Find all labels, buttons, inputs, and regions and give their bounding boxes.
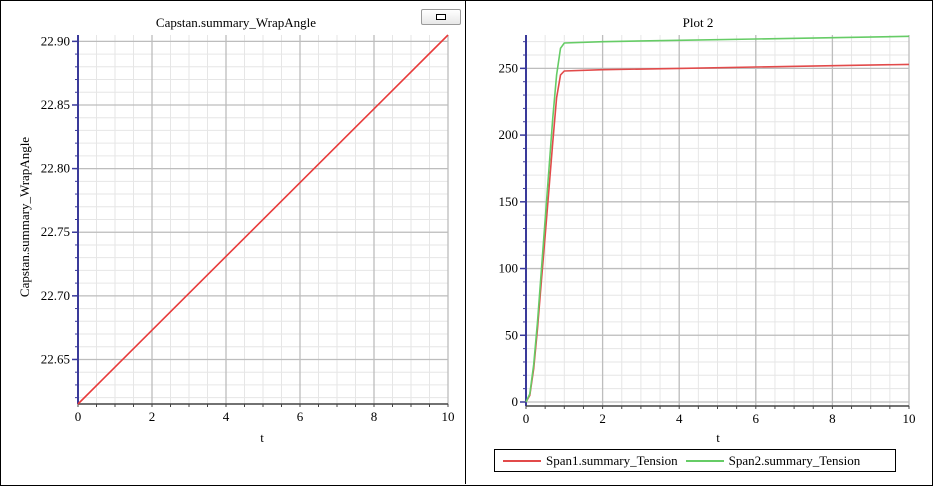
y-tick-label: 50 (505, 327, 518, 342)
y-tick-label: 200 (499, 127, 519, 142)
x-axis-label: t (260, 430, 264, 445)
legend-label-span2: Span2.summary_Tension (728, 452, 861, 468)
legend-swatch-span1 (503, 459, 541, 462)
y-tick-label: 22.70 (41, 288, 70, 303)
y-tick-label: 22.65 (41, 351, 70, 366)
y-axis-label: Capstan.summary_WrapAngle (17, 137, 32, 297)
y-tick-label: 22.75 (41, 224, 70, 239)
legend-label-span1: Span1.summary_Tension (546, 452, 678, 468)
legend: Span1.summary_Tension Span2.summary_Tens… (494, 449, 896, 472)
legend-item-span1: Span1.summary_Tension (503, 453, 678, 469)
x-tick-label: 4 (223, 409, 230, 424)
series-line-2 (525, 35, 910, 403)
x-tick-label: 2 (599, 411, 606, 426)
x-tick-label: 6 (753, 411, 760, 426)
y-tick-label: 22.90 (41, 33, 70, 48)
y-tick-label: 0 (512, 394, 519, 409)
x-tick-label: 6 (297, 409, 304, 424)
legend-item-span2: Span2.summary_Tension (685, 452, 861, 469)
y-tick-label: 250 (499, 60, 519, 75)
panel-divider (465, 0, 466, 484)
x-tick-label: 8 (371, 409, 378, 424)
y-tick-label: 22.80 (41, 161, 70, 176)
x-tick-label: 0 (523, 411, 530, 426)
x-tick-label: 0 (75, 409, 82, 424)
x-tick-label: 4 (676, 411, 683, 426)
chart-title: Capstan.summary_WrapAngle (156, 15, 316, 30)
legend-toggle-icon (436, 14, 446, 20)
x-tick-label: 10 (442, 409, 455, 424)
x-axis-label: t (716, 430, 720, 445)
x-tick-label: 10 (903, 411, 916, 426)
y-tick-label: 150 (499, 194, 519, 209)
y-tick-label: 22.85 (41, 97, 70, 112)
chart-title: Plot 2 (683, 15, 714, 30)
x-tick-label: 8 (829, 411, 836, 426)
legend-swatch-span2 (685, 459, 724, 462)
x-tick-label: 2 (149, 409, 156, 424)
legend-toggle-button[interactable] (421, 9, 461, 25)
series-line-1 (77, 34, 449, 405)
wrap-angle-chart: Capstan.summary_WrapAngle Capstan.summar… (17, 15, 455, 445)
tension-chart: Plot 2 t 0 50 100 150 200 250 0 2 4 6 8 10 (499, 15, 916, 445)
y-tick-label: 100 (499, 261, 519, 276)
